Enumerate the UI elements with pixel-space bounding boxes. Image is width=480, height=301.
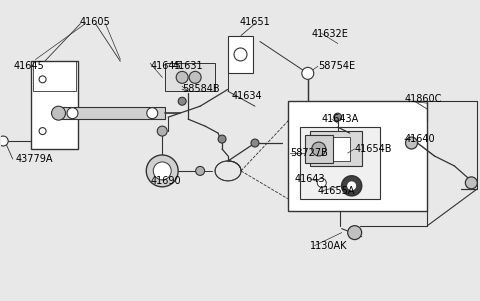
Circle shape (334, 113, 342, 121)
Text: 41643A: 41643A (322, 114, 359, 124)
Circle shape (147, 108, 158, 119)
Bar (165, 64, 215, 91)
Circle shape (465, 177, 477, 189)
Bar (300, 127, 380, 199)
Text: 1130AK: 1130AK (310, 240, 348, 250)
Bar (305, 135, 333, 163)
Circle shape (146, 155, 178, 187)
Circle shape (348, 182, 356, 190)
Text: 41654B: 41654B (355, 144, 392, 154)
Bar (288, 101, 428, 211)
Circle shape (312, 142, 326, 156)
Circle shape (176, 71, 188, 83)
Text: 41860C: 41860C (405, 94, 442, 104)
Text: 41690: 41690 (150, 176, 181, 186)
Circle shape (251, 139, 259, 147)
Bar (310, 131, 361, 166)
Text: 41605: 41605 (80, 17, 111, 26)
Circle shape (67, 108, 78, 119)
Bar (318, 137, 350, 161)
Text: 58754E: 58754E (318, 61, 355, 71)
Circle shape (348, 226, 361, 240)
Circle shape (302, 67, 314, 79)
Circle shape (342, 176, 361, 196)
Circle shape (0, 136, 8, 146)
Circle shape (39, 76, 46, 83)
Circle shape (51, 106, 65, 120)
Bar (31, 61, 78, 149)
Circle shape (234, 48, 247, 61)
Circle shape (178, 97, 186, 105)
Bar (56, 107, 165, 119)
Bar (33, 61, 76, 91)
Text: 41634: 41634 (232, 91, 263, 101)
Text: 58727B: 58727B (290, 148, 328, 158)
Circle shape (317, 178, 326, 187)
Text: 41632E: 41632E (312, 29, 348, 39)
Text: 41631: 41631 (172, 61, 203, 71)
Text: 58584B: 58584B (182, 84, 220, 94)
Circle shape (153, 162, 171, 180)
Circle shape (406, 137, 418, 149)
Circle shape (157, 126, 167, 136)
Text: 41655A: 41655A (318, 186, 355, 196)
Text: 41645: 41645 (13, 61, 44, 71)
Circle shape (218, 135, 226, 143)
Circle shape (196, 166, 204, 175)
Text: 41645: 41645 (150, 61, 181, 71)
Text: 41640: 41640 (405, 134, 435, 144)
Text: 43779A: 43779A (16, 154, 53, 164)
Bar (228, 36, 253, 73)
Circle shape (189, 71, 201, 83)
Text: 41643: 41643 (295, 174, 325, 184)
Text: 41651: 41651 (240, 17, 270, 26)
Circle shape (39, 128, 46, 135)
